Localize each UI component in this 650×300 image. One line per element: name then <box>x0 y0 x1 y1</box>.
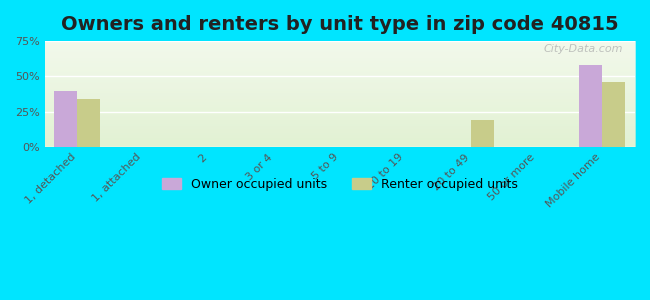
Bar <box>55 91 77 147</box>
Text: City-Data.com: City-Data.com <box>543 44 623 54</box>
Bar <box>471 120 494 147</box>
Title: Owners and renters by unit type in zip code 40815: Owners and renters by unit type in zip c… <box>61 15 619 34</box>
Bar <box>579 65 602 147</box>
Bar <box>77 99 100 147</box>
Legend: Owner occupied units, Renter occupied units: Owner occupied units, Renter occupied un… <box>157 173 523 196</box>
Bar <box>602 82 625 147</box>
